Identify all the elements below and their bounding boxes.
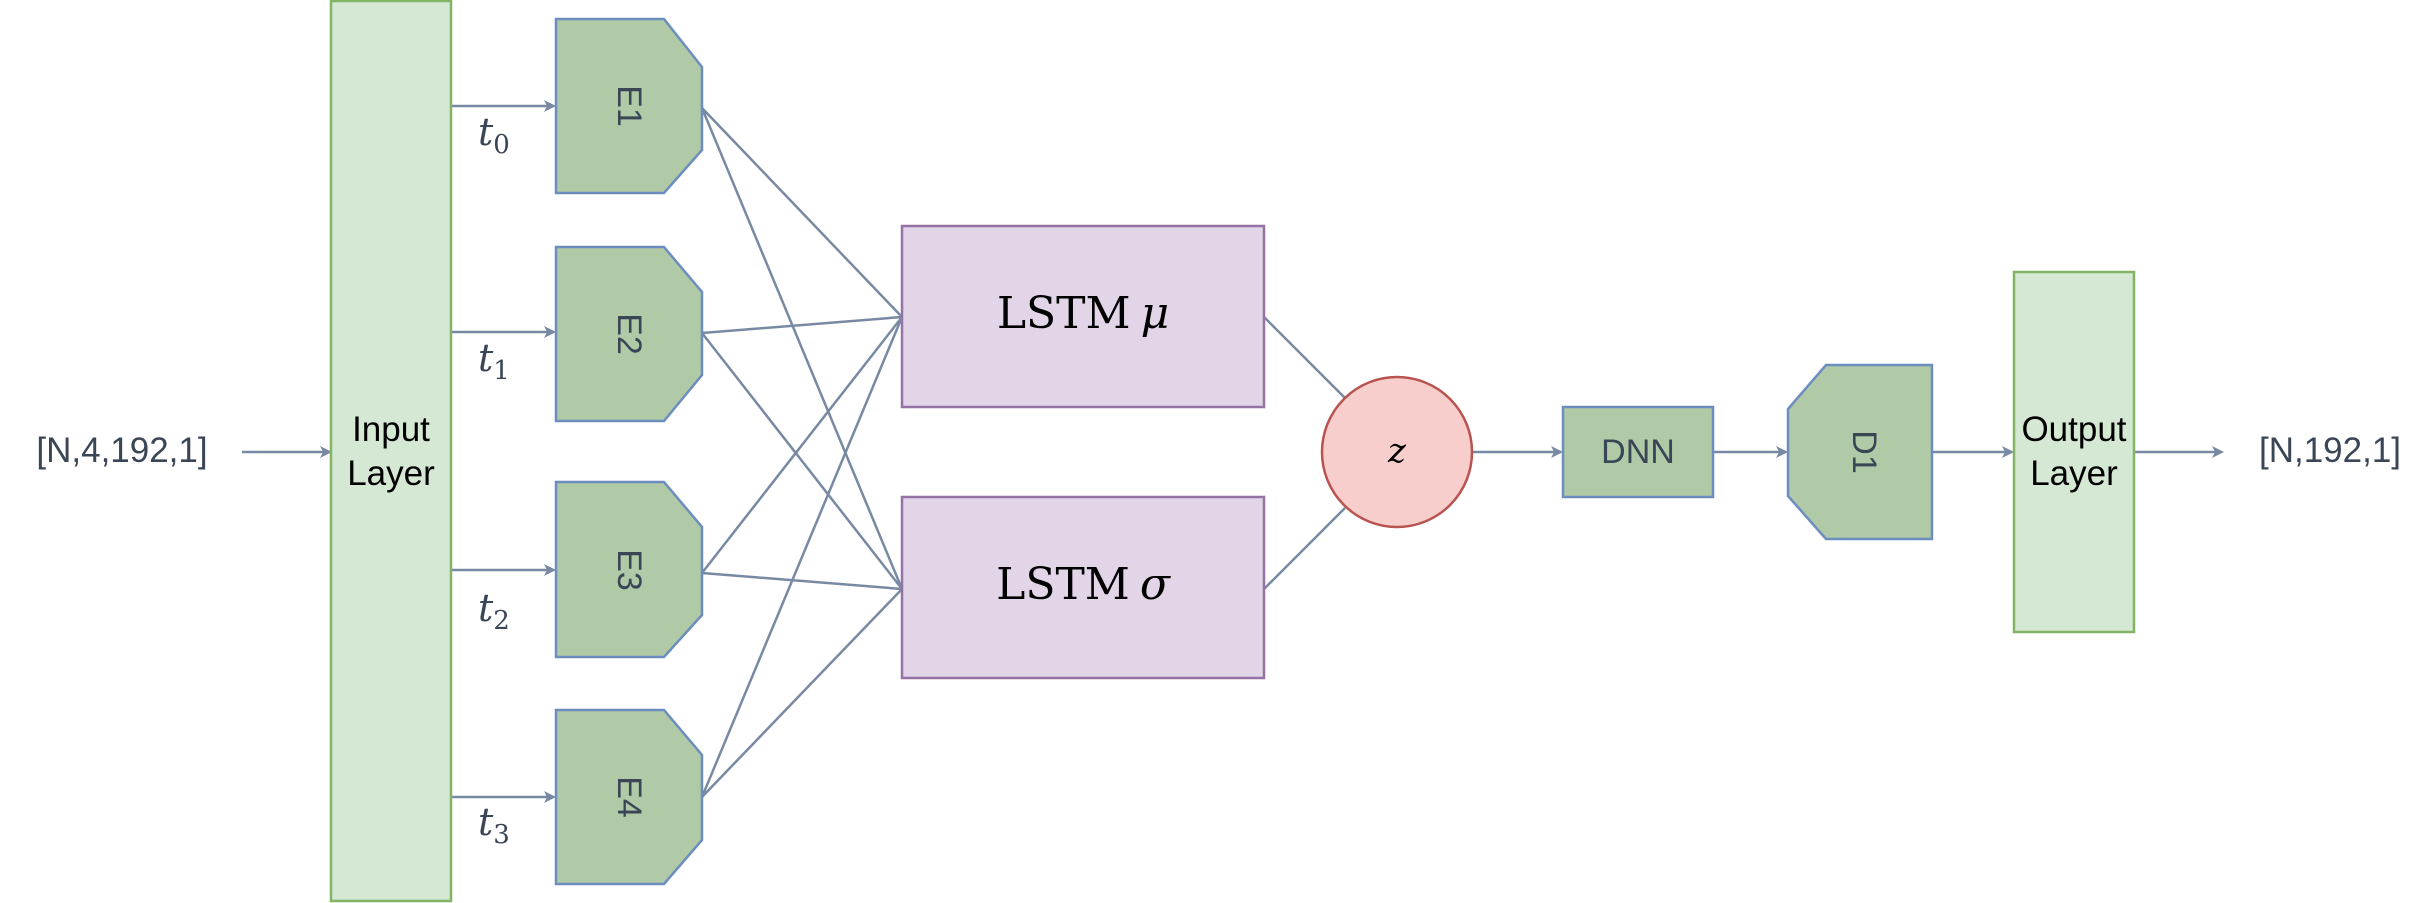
connector-e3-lstm-sigma — [701, 571, 903, 591]
connector-e2-lstm-mu — [701, 315, 903, 335]
connector-e4-lstm-sigma — [701, 588, 903, 798]
dnn-box — [1561, 405, 1715, 499]
lstm-mu-label: LSTM μ — [997, 288, 1169, 339]
dnn-label: DNN — [1601, 433, 1675, 471]
time-label-t0: t0 — [478, 110, 510, 160]
connector-e4-lstm-mu — [700, 316, 904, 798]
input-layer-label-line2: Layer — [347, 454, 435, 493]
output-layer-label-line2: Layer — [2030, 454, 2118, 493]
time-label-t1: t1 — [478, 336, 510, 386]
connector-lstm-sigma-z — [1263, 507, 1346, 590]
decoder-d1-shape — [1786, 363, 1934, 541]
latent-z-label: z — [1387, 431, 1407, 471]
encoder-e1: E1 — [554, 17, 704, 195]
lstm-sigma: LSTM σ — [900, 495, 1266, 680]
input-layer-label-line1: Input — [352, 410, 430, 449]
connector-e3-lstm-mu — [701, 316, 903, 574]
decoder-d1-label: D1 — [1845, 430, 1883, 473]
connector-lstm-mu-z — [1263, 316, 1346, 399]
time-label-t3: t3 — [478, 800, 510, 850]
output-shape-label: [N,192,1] — [2259, 431, 2401, 470]
encoder-e3-label: E3 — [610, 549, 648, 591]
encoder-e2-shape — [554, 245, 704, 423]
output-layer: Output Layer — [2012, 270, 2136, 634]
encoder-e2-label: E2 — [610, 313, 648, 355]
encoder-e1-shape — [554, 17, 704, 195]
latent-z: z — [1320, 375, 1474, 529]
connector-e1-lstm-mu — [701, 107, 903, 318]
input-shape-label: [N,4,192,1] — [36, 431, 207, 470]
time-label-t2: t2 — [478, 586, 510, 636]
lstm-sigma-label: LSTM σ — [996, 559, 1172, 610]
output-layer-label-line1: Output — [2021, 410, 2126, 449]
input-layer-box — [329, 0, 453, 903]
encoder-e4-label: E4 — [610, 776, 648, 818]
flow-arrows — [242, 100, 2224, 803]
time-step-labels: t0 t1 t2 t3 — [478, 110, 510, 850]
lstm-sigma-box — [900, 495, 1266, 680]
encoder-e4: E4 — [554, 708, 704, 886]
connector-e2-lstm-sigma — [701, 332, 903, 590]
lstm-mu-box — [900, 224, 1266, 409]
output-layer-box — [2012, 270, 2136, 634]
decoder-d1: D1 — [1786, 363, 1934, 541]
encoder-e1-label: E1 — [610, 85, 648, 127]
encoder-e3-shape — [554, 480, 704, 659]
connector-e1-lstm-sigma — [700, 107, 904, 590]
encoder-e2: E2 — [554, 245, 704, 423]
dnn-block: DNN — [1561, 405, 1715, 499]
latent-z-circle — [1320, 375, 1474, 529]
input-layer: Input Layer — [329, 0, 453, 903]
encoder-e3: E3 — [554, 480, 704, 659]
encoder-lstm-connections — [700, 107, 1346, 798]
lstm-mu: LSTM μ — [900, 224, 1266, 409]
encoder-e4-shape — [554, 708, 704, 886]
